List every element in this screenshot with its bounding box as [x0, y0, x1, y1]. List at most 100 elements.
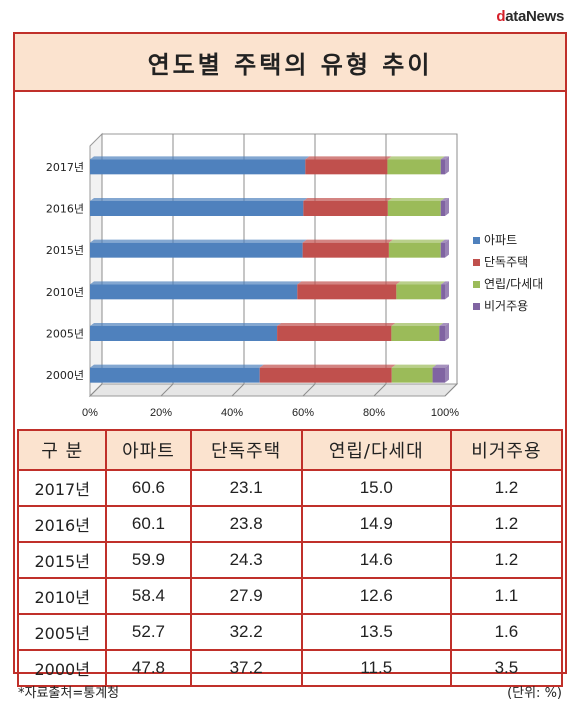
chart-svg: 0% 20% 40% 60% 80% 100% 2017년 2016년 2015년 2010년 20…	[46, 132, 543, 419]
table-cell: 1.1	[449, 577, 564, 615]
gridline-floor	[373, 383, 387, 397]
legend-swatch	[473, 303, 480, 310]
legend-swatch	[473, 237, 480, 244]
bar-segment-top	[432, 364, 449, 368]
bar-segment-top	[259, 364, 396, 368]
table-cell: 1.2	[449, 505, 564, 543]
bar-end-cap	[445, 323, 449, 341]
x-tick-label: 80%	[363, 407, 385, 419]
table-cell: 3.5	[449, 649, 564, 687]
table-row: 2005년 52.7 32.2 13.5 1.6	[16, 613, 564, 651]
table-cell: 14.6	[300, 541, 452, 579]
bar-segment	[90, 326, 278, 341]
unit-note: (단위: %)	[507, 686, 562, 701]
bar-segment-top	[90, 198, 308, 201]
infographic-frame: 연도별 주택의 유형 추이 0% 20% 40% 60% 80% 100% 2017년 201…	[13, 32, 567, 687]
source-note: *자료출처=통계청	[18, 686, 120, 701]
table-row-label: 2015년	[16, 541, 108, 579]
x-tick-label: 0%	[82, 407, 98, 419]
bar-segment-top	[439, 323, 449, 326]
bar-segment	[391, 367, 433, 383]
y-category-label: 2000년	[46, 369, 84, 382]
y-category-label: 2010년	[46, 286, 84, 299]
y-category-label: 2017년	[46, 161, 84, 174]
title-banner: 연도별 주택의 유형 추이	[15, 34, 565, 92]
bar-segment-top	[303, 198, 392, 201]
bar-end-cap	[445, 364, 449, 383]
table-cell: 37.2	[189, 649, 303, 687]
chart-title: 연도별 주택의 유형 추이	[147, 50, 433, 79]
table-body: 2017년 60.6 23.1 15.0 1.2 2016년 60.1 23.8 14.9 1.2…	[16, 469, 564, 687]
x-tick-label: 20%	[150, 407, 172, 419]
bar-end-cap	[445, 239, 449, 258]
table-header-cell: 연립/다세대	[300, 429, 452, 471]
y-category-label: 2015년	[46, 244, 84, 257]
gridline-floor	[302, 383, 316, 397]
bar-segment	[439, 326, 445, 341]
data-table: 구 분 아파트 단독주택 연립/다세대 비거주용 2017년 60.6 23.1 15.0 1.…	[16, 429, 564, 687]
table-cell: 60.1	[105, 505, 192, 543]
datanews-logo: dataNews	[496, 8, 564, 25]
bar-segment-top	[440, 198, 449, 201]
gridline-floor	[231, 383, 245, 397]
bar-segment	[387, 159, 441, 175]
gridline-floor	[444, 383, 458, 397]
legend-swatch	[473, 281, 480, 288]
bar-end-cap	[445, 198, 449, 216]
table-row-label: 2005년	[16, 613, 108, 651]
bar-segment	[440, 201, 445, 216]
bar-segment	[90, 242, 303, 258]
table-row: 2017년 60.6 23.1 15.0 1.2	[16, 469, 564, 507]
bar-segment-top	[90, 239, 307, 243]
table-row-label: 2016년	[16, 505, 108, 543]
bar-segment-top	[440, 156, 449, 160]
x-tick-label: 40%	[221, 407, 243, 419]
table-cell: 1.6	[449, 613, 564, 651]
table-cell: 27.9	[189, 577, 303, 615]
bar-segment-top	[391, 323, 444, 326]
table-cell: 11.5	[300, 649, 452, 687]
bar-segment	[305, 159, 388, 175]
table-cell: 24.3	[189, 541, 303, 579]
table-row: 2015년 59.9 24.3 14.6 1.2	[16, 541, 564, 579]
bar-segment-top	[90, 281, 302, 285]
legend-label: 단독주택	[484, 255, 528, 269]
table-header-row: 구 분 아파트 단독주택 연립/다세대 비거주용	[16, 429, 564, 471]
bar-segment	[303, 201, 388, 216]
table-header-cell: 단독주택	[189, 429, 303, 471]
bar-end-cap	[445, 156, 449, 175]
table-row: 2010년 58.4 27.9 12.6 1.1	[16, 577, 564, 615]
bar-segment-top	[387, 156, 445, 160]
bar-segment-top	[90, 364, 264, 368]
bar-segment	[90, 201, 304, 216]
bar-segment	[90, 367, 260, 383]
table-header-cell: 비거주용	[449, 429, 564, 471]
bar-end-cap	[445, 281, 449, 300]
table-cell: 1.2	[449, 541, 564, 579]
bar-segment-top	[441, 281, 449, 285]
table-cell: 60.6	[105, 469, 192, 507]
x-tick-label: 60%	[292, 407, 314, 419]
gridline-floor	[160, 383, 174, 397]
bar-segment-top	[277, 323, 396, 326]
legend-label: 연립/다세대	[484, 277, 543, 291]
bar-segment-top	[297, 281, 401, 285]
bar-segment	[259, 367, 392, 383]
table-cell: 15.0	[300, 469, 452, 507]
table-row: 2000년 47.8 37.2 11.5 3.5	[16, 649, 564, 687]
table-cell: 52.7	[105, 613, 192, 651]
bar-segment-top	[90, 156, 310, 160]
bar-segment	[396, 284, 442, 300]
legend-swatch	[473, 259, 480, 266]
bar-segment-top	[396, 281, 446, 285]
x-tick-label: 100%	[431, 407, 459, 419]
gridline-floor	[89, 383, 103, 397]
bar-segment-top	[440, 239, 449, 243]
table-row: 2016년 60.1 23.8 14.9 1.2	[16, 505, 564, 543]
y-category-label: 2005년	[46, 328, 84, 341]
table-cell: 12.6	[300, 577, 452, 615]
bar-segment-top	[302, 239, 393, 243]
chart-floor	[88, 383, 459, 397]
bar-segment	[297, 284, 397, 300]
bar-segment-top	[90, 323, 282, 326]
